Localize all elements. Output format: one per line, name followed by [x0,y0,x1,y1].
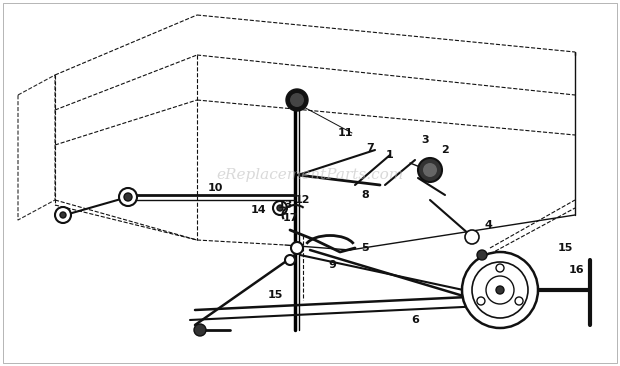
Circle shape [515,297,523,305]
Circle shape [277,205,283,211]
Circle shape [119,188,137,206]
Text: 12: 12 [294,195,310,205]
Circle shape [486,276,514,304]
Text: 9: 9 [328,260,336,270]
Text: 15: 15 [557,243,573,253]
Text: 13: 13 [277,200,293,210]
Circle shape [462,252,538,328]
Text: 10: 10 [207,183,223,193]
Circle shape [273,201,287,215]
Circle shape [60,212,66,218]
Text: 3: 3 [421,135,429,145]
Circle shape [286,89,308,111]
Text: 15: 15 [267,290,283,300]
Text: eReplacementParts.com: eReplacementParts.com [216,168,404,182]
Circle shape [423,163,437,177]
Circle shape [465,230,479,244]
Circle shape [194,324,206,336]
Circle shape [291,242,303,254]
Text: 5: 5 [361,243,369,253]
Text: 8: 8 [361,190,369,200]
Circle shape [496,286,504,294]
Text: 7: 7 [366,143,374,153]
Text: 11: 11 [337,128,353,138]
Text: 17: 17 [282,213,298,223]
Text: 2: 2 [441,145,449,155]
Circle shape [290,93,304,107]
Text: 16: 16 [569,265,585,275]
Circle shape [472,262,528,318]
Text: 14: 14 [250,205,266,215]
Circle shape [285,255,295,265]
Text: 1: 1 [386,150,394,160]
Circle shape [477,250,487,260]
Text: 6: 6 [411,315,419,325]
Circle shape [55,207,71,223]
Circle shape [124,193,132,201]
Circle shape [418,158,442,182]
Text: 4: 4 [484,220,492,230]
Circle shape [496,264,504,272]
Circle shape [477,297,485,305]
